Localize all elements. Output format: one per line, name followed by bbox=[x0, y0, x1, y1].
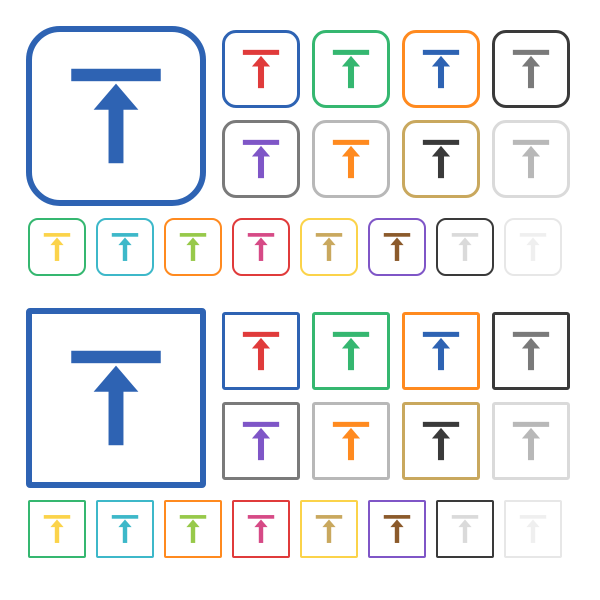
align-top-icon-tile bbox=[312, 120, 390, 198]
align-top-arrow-icon bbox=[506, 44, 556, 94]
align-top-icon-tile bbox=[312, 312, 390, 390]
align-top-arrow-icon bbox=[506, 326, 556, 376]
align-top-icon-tile bbox=[28, 500, 86, 558]
align-top-arrow-icon bbox=[311, 229, 348, 266]
align-top-arrow-icon bbox=[175, 229, 212, 266]
align-top-icon-tile bbox=[402, 30, 480, 108]
align-top-arrow-icon bbox=[54, 54, 178, 178]
align-top-icon-tile bbox=[164, 500, 222, 558]
align-top-arrow-icon bbox=[243, 511, 280, 548]
align-top-icon-tile bbox=[492, 312, 570, 390]
align-top-icon-tile bbox=[312, 402, 390, 480]
align-top-icon-tile bbox=[312, 30, 390, 108]
align-top-icon-tile bbox=[492, 402, 570, 480]
align-top-arrow-icon bbox=[416, 416, 466, 466]
align-top-icon-tile bbox=[222, 312, 300, 390]
align-top-icon-tile bbox=[504, 218, 562, 276]
align-top-icon-tile bbox=[96, 218, 154, 276]
align-top-arrow-icon bbox=[506, 416, 556, 466]
align-top-icon-tile bbox=[492, 30, 570, 108]
align-top-icon-tile bbox=[222, 120, 300, 198]
align-top-icon-tile bbox=[232, 218, 290, 276]
align-top-arrow-icon bbox=[379, 229, 416, 266]
align-top-icon-tile bbox=[96, 500, 154, 558]
align-top-arrow-icon bbox=[416, 326, 466, 376]
align-top-icon-tile bbox=[28, 218, 86, 276]
align-top-icon-tile bbox=[402, 312, 480, 390]
align-top-arrow-icon bbox=[326, 44, 376, 94]
align-top-arrow-icon bbox=[39, 229, 76, 266]
align-top-icon-tile bbox=[402, 402, 480, 480]
align-top-icon-tile bbox=[222, 30, 300, 108]
align-top-arrow-icon bbox=[236, 44, 286, 94]
align-top-arrow-icon bbox=[515, 229, 552, 266]
align-top-arrow-icon bbox=[506, 134, 556, 184]
align-top-icon-tile bbox=[232, 500, 290, 558]
align-top-arrow-icon bbox=[236, 134, 286, 184]
align-top-icon-tile bbox=[164, 218, 222, 276]
align-top-icon-tile bbox=[222, 402, 300, 480]
align-top-arrow-icon bbox=[326, 134, 376, 184]
align-top-icon-tile bbox=[402, 120, 480, 198]
align-top-arrow-icon bbox=[236, 416, 286, 466]
align-top-icon-tile bbox=[368, 500, 426, 558]
align-top-icon-tile bbox=[26, 26, 206, 206]
align-top-arrow-icon bbox=[243, 229, 280, 266]
align-top-arrow-icon bbox=[447, 229, 484, 266]
align-top-arrow-icon bbox=[236, 326, 286, 376]
align-top-icon-tile bbox=[300, 218, 358, 276]
align-top-icon-tile bbox=[368, 218, 426, 276]
align-top-arrow-icon bbox=[326, 416, 376, 466]
align-top-arrow-icon bbox=[515, 511, 552, 548]
align-top-arrow-icon bbox=[175, 511, 212, 548]
align-top-arrow-icon bbox=[311, 511, 348, 548]
align-top-arrow-icon bbox=[107, 229, 144, 266]
align-top-arrow-icon bbox=[416, 134, 466, 184]
align-top-icon-tile bbox=[26, 308, 206, 488]
align-top-arrow-icon bbox=[379, 511, 416, 548]
align-top-icon-tile bbox=[436, 500, 494, 558]
align-top-arrow-icon bbox=[326, 326, 376, 376]
align-top-icon-tile bbox=[504, 500, 562, 558]
align-top-arrow-icon bbox=[107, 511, 144, 548]
align-top-arrow-icon bbox=[54, 336, 178, 460]
align-top-arrow-icon bbox=[447, 511, 484, 548]
align-top-icon-tile bbox=[300, 500, 358, 558]
align-top-arrow-icon bbox=[39, 511, 76, 548]
align-top-arrow-icon bbox=[416, 44, 466, 94]
align-top-icon-tile bbox=[492, 120, 570, 198]
align-top-icon-tile bbox=[436, 218, 494, 276]
